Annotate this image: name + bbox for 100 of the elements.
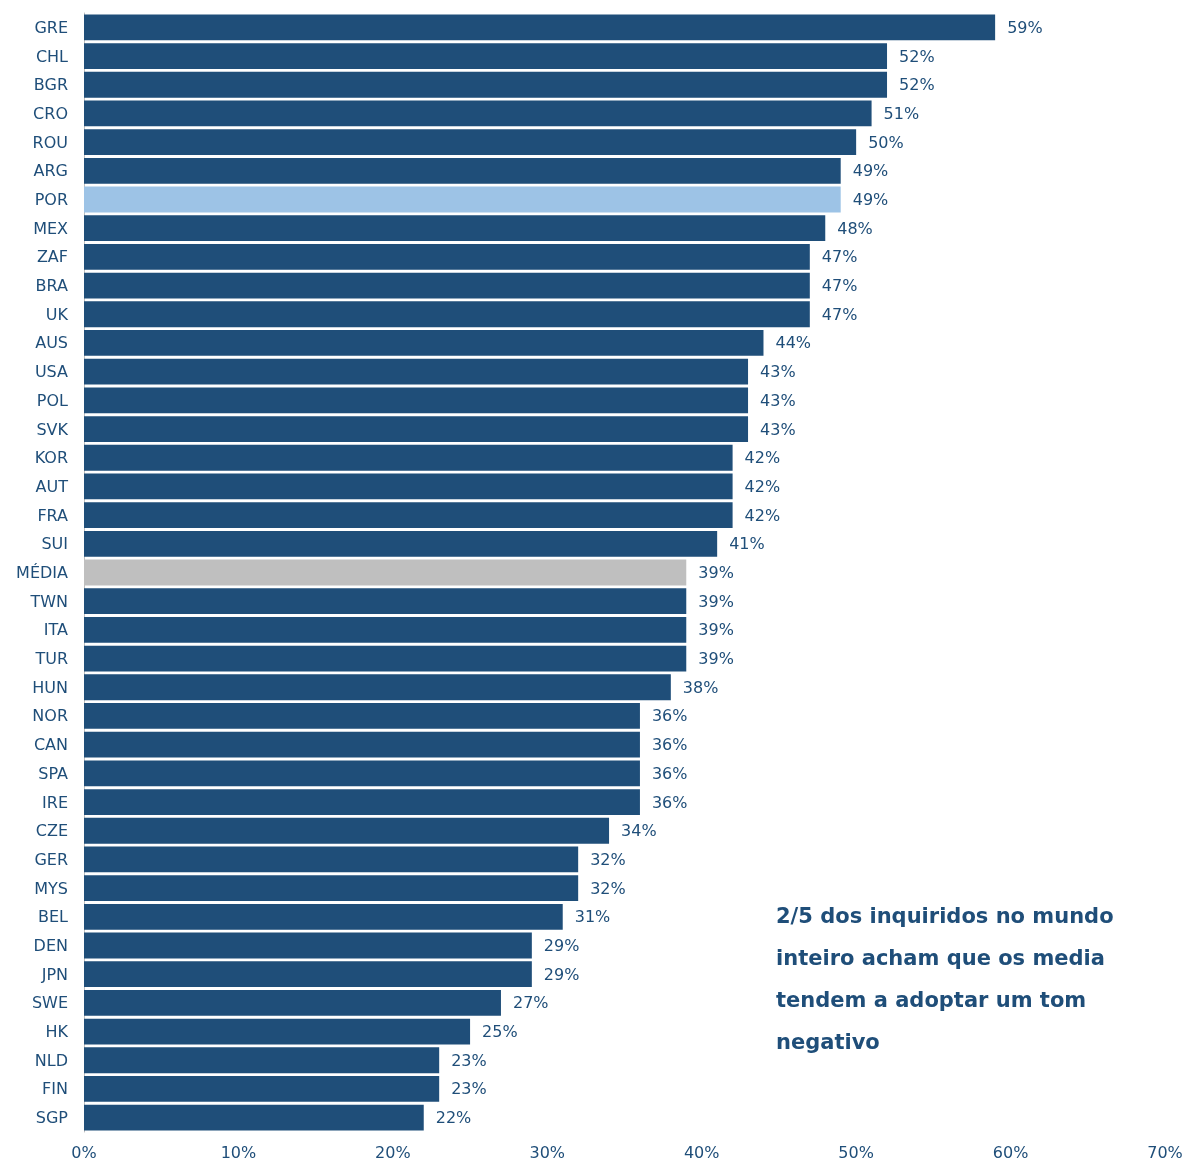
y-tick-label: ITA <box>43 620 69 640</box>
bar <box>84 588 687 615</box>
data-label: 42% <box>744 505 781 525</box>
bar <box>84 932 532 959</box>
data-label: 39% <box>698 620 734 640</box>
data-label: 23% <box>451 1050 487 1070</box>
y-tick-label: CAN <box>33 735 68 755</box>
y-tick-label: SWE <box>31 993 68 1013</box>
y-tick-label: BEL <box>38 907 69 927</box>
data-label: 23% <box>451 1079 487 1099</box>
bar <box>84 358 749 385</box>
bar <box>84 530 718 557</box>
bar <box>84 674 671 701</box>
y-tick-label: BGR <box>33 75 68 95</box>
x-tick-label: 40% <box>683 1142 720 1162</box>
y-tick-label: KOR <box>34 448 68 468</box>
data-label: 36% <box>651 792 688 812</box>
bar <box>84 473 733 500</box>
data-label: 39% <box>698 591 734 611</box>
data-label: 51% <box>883 103 920 123</box>
data-label: 43% <box>760 419 796 439</box>
bar <box>84 1104 424 1131</box>
y-tick-label: MYS <box>34 878 68 898</box>
data-label: 42% <box>744 476 781 496</box>
bar <box>84 616 687 643</box>
bar <box>84 387 749 414</box>
data-label: 29% <box>543 964 580 984</box>
data-label: 49% <box>852 161 889 181</box>
x-tick-label: 30% <box>529 1142 566 1162</box>
x-tick-label: 60% <box>992 1142 1029 1162</box>
bar <box>84 444 733 471</box>
y-tick-label: CHL <box>35 46 69 66</box>
data-label: 38% <box>682 677 719 697</box>
y-tick-label: GER <box>34 849 68 869</box>
data-label: 48% <box>837 218 873 238</box>
y-tick-label: AUS <box>35 333 68 353</box>
y-tick-label: FIN <box>42 1079 68 1099</box>
bar <box>84 731 640 758</box>
annotation: 2/5 dos inquiridos no mundo inteiro acham que os media tendem a adoptar um tom negativo <box>776 904 1121 1054</box>
x-tick-label: 50% <box>838 1142 874 1162</box>
y-tick-label: ZAF <box>36 247 68 267</box>
bar <box>84 43 888 69</box>
bar <box>84 100 872 127</box>
bar <box>84 1018 471 1045</box>
y-tick-label: CZE <box>35 821 68 841</box>
bar <box>84 989 501 1016</box>
y-tick-label: SVK <box>36 419 69 439</box>
bar <box>84 71 888 98</box>
data-label: 29% <box>543 936 580 955</box>
data-label: 41% <box>729 534 765 554</box>
bar <box>84 243 810 270</box>
data-label: 34% <box>621 821 657 841</box>
bar <box>84 789 640 815</box>
y-tick-label: DEN <box>33 936 68 955</box>
y-tick-label: HUN <box>32 677 68 697</box>
y-tick-label: HK <box>45 1022 69 1042</box>
data-label: 43% <box>760 390 796 410</box>
data-label: 49% <box>852 190 889 209</box>
x-tick-label: 70% <box>1147 1142 1183 1162</box>
data-label: 47% <box>821 304 858 324</box>
bar <box>84 875 579 902</box>
bar <box>84 903 563 930</box>
data-label: 52% <box>899 46 935 66</box>
y-tick-label: ROU <box>32 132 68 152</box>
data-label: 27% <box>512 993 549 1013</box>
y-tick-label: POL <box>36 390 69 410</box>
data-label: 32% <box>590 878 626 898</box>
bar <box>84 215 826 242</box>
y-tick-label: UK <box>45 304 69 324</box>
data-label: 39% <box>698 563 734 582</box>
data-label: 36% <box>651 706 688 726</box>
y-tick-label: TWN <box>29 591 68 611</box>
data-label: 52% <box>899 75 935 95</box>
data-label: 50% <box>868 132 904 152</box>
y-tick-label: IRE <box>42 792 68 812</box>
bar <box>84 961 532 988</box>
y-tick-label: SUI <box>41 534 68 554</box>
y-tick-label: GRE <box>34 17 68 37</box>
bar <box>84 272 810 299</box>
bar <box>84 760 640 787</box>
data-label: 22% <box>435 1108 472 1128</box>
bar <box>84 301 810 328</box>
y-tick-label: TUR <box>34 649 68 669</box>
data-label: 43% <box>760 362 796 382</box>
y-tick-label: NLD <box>34 1050 68 1070</box>
data-label: 25% <box>482 1022 518 1042</box>
data-label: 44% <box>775 333 812 353</box>
bar <box>84 186 841 213</box>
data-label: 36% <box>651 763 688 783</box>
x-tick-label: 20% <box>375 1142 411 1162</box>
y-tick-label: POR <box>34 190 68 209</box>
data-label: 59% <box>1007 17 1043 37</box>
y-tick-label: MEX <box>33 218 69 238</box>
bar <box>84 14 996 41</box>
y-tick-label: CRO <box>33 103 68 123</box>
bar <box>84 703 640 729</box>
bar <box>84 416 749 442</box>
y-tick-label: SGP <box>35 1108 69 1128</box>
y-tick-label: JPN <box>40 964 68 984</box>
bar <box>84 129 857 156</box>
